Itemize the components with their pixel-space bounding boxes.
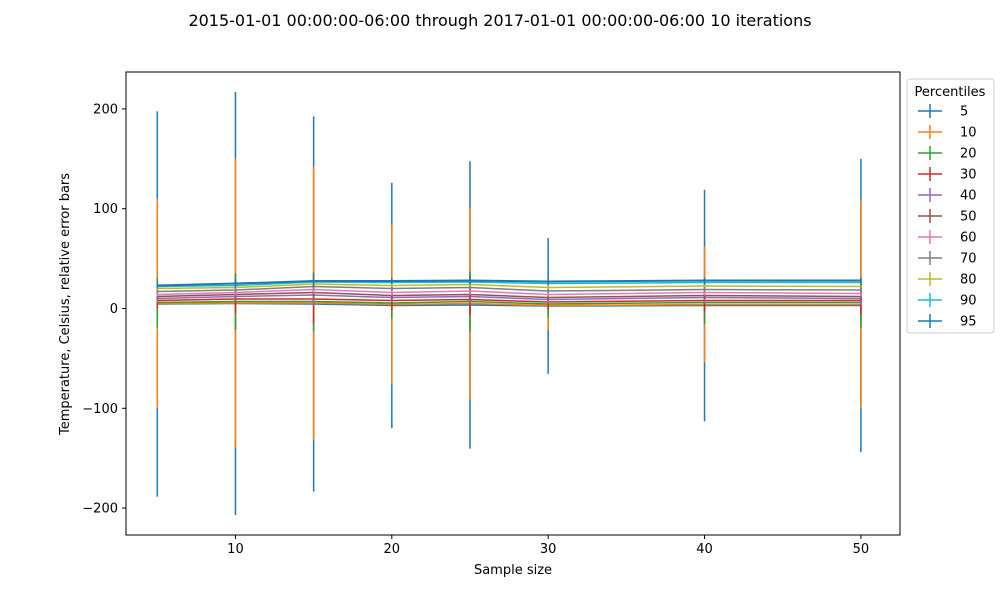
x-tick-label: 20: [384, 542, 401, 557]
series-95: [156, 275, 862, 289]
x-tick-label: 40: [696, 542, 713, 557]
legend-label: 50: [960, 210, 977, 225]
legend-item: 20: [918, 146, 977, 162]
legend-item: 95: [918, 314, 977, 330]
y-tick-label: 0: [110, 302, 118, 317]
x-axis-title: Sample size: [474, 563, 552, 578]
legend-item: 70: [918, 251, 977, 267]
y-tick-label: 200: [93, 102, 118, 117]
series-line: [157, 288, 861, 296]
series-line: [157, 281, 861, 288]
legend-label: 60: [960, 231, 977, 246]
legend-label: 40: [960, 189, 977, 204]
series-line: [157, 283, 861, 290]
legend-item: 80: [918, 272, 977, 288]
y-axis: −200 −100 0 100 200: [82, 102, 126, 517]
legend-label: 20: [960, 147, 977, 162]
legend-item: 30: [918, 167, 977, 183]
series-60: [156, 285, 862, 297]
legend-label: 90: [960, 294, 977, 309]
series-line: [157, 294, 861, 301]
legend: Percentiles 5 10 20 30 40 50 60 70 80 90 95: [906, 78, 995, 334]
legend-label: 95: [960, 315, 977, 330]
series-line: [157, 279, 861, 287]
legend-item: 60: [918, 230, 977, 246]
plot-area: [156, 91, 862, 516]
y-tick-label: −200: [82, 502, 118, 517]
y-tick-label: −100: [82, 402, 118, 417]
series-line: [157, 302, 861, 307]
legend-items: 5 10 20 30 40 50 60 70 80 90 95: [918, 104, 977, 330]
x-tick-label: 10: [227, 542, 244, 557]
series-line: [157, 285, 861, 293]
chart-title: 2015-01-01 00:00:00-06:00 through 2017-0…: [188, 11, 811, 30]
plot-frame: [125, 71, 901, 536]
legend-label: 30: [960, 168, 977, 183]
legend-label: 10: [960, 126, 977, 141]
series-line: [157, 298, 861, 303]
legend-item: 10: [918, 125, 977, 141]
y-axis-title: Temperature, Celsius, relative error bar…: [58, 173, 73, 436]
legend-item: 90: [918, 293, 977, 309]
legend-title: Percentiles: [915, 85, 986, 100]
x-tick-label: 30: [540, 542, 557, 557]
legend-label: 80: [960, 273, 977, 288]
series-line: [157, 291, 861, 299]
legend-label: 70: [960, 252, 977, 267]
legend-frame: [906, 78, 995, 334]
y-tick-label: 100: [93, 202, 118, 217]
legend-label: 5: [960, 105, 968, 120]
x-tick-label: 50: [853, 542, 870, 557]
legend-item: 40: [918, 188, 977, 204]
legend-item: 50: [918, 209, 977, 225]
x-axis: 10 20 30 40 50: [227, 535, 869, 557]
series-line: [157, 300, 861, 305]
legend-item: 5: [918, 104, 968, 120]
